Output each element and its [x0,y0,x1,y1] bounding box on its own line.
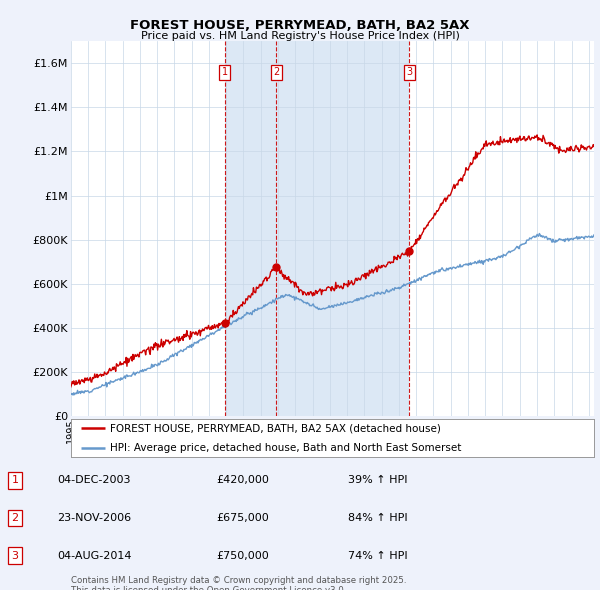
Text: 1: 1 [222,67,228,77]
Text: 04-DEC-2003: 04-DEC-2003 [57,476,131,485]
Text: 39% ↑ HPI: 39% ↑ HPI [348,476,407,485]
Text: HPI: Average price, detached house, Bath and North East Somerset: HPI: Average price, detached house, Bath… [110,442,461,453]
Text: Contains HM Land Registry data © Crown copyright and database right 2025.
This d: Contains HM Land Registry data © Crown c… [71,576,406,590]
Text: 23-NOV-2006: 23-NOV-2006 [57,513,131,523]
Text: 84% ↑ HPI: 84% ↑ HPI [348,513,407,523]
Text: 2: 2 [273,67,279,77]
Text: Price paid vs. HM Land Registry's House Price Index (HPI): Price paid vs. HM Land Registry's House … [140,31,460,41]
Text: 74% ↑ HPI: 74% ↑ HPI [348,551,407,560]
Text: £420,000: £420,000 [216,476,269,485]
Text: £675,000: £675,000 [216,513,269,523]
Text: 2: 2 [11,513,19,523]
Text: 3: 3 [406,67,412,77]
Text: £750,000: £750,000 [216,551,269,560]
Text: 04-AUG-2014: 04-AUG-2014 [57,551,131,560]
Text: FOREST HOUSE, PERRYMEAD, BATH, BA2 5AX: FOREST HOUSE, PERRYMEAD, BATH, BA2 5AX [130,19,470,32]
Bar [225,41,276,416]
Bar [276,41,409,416]
Text: FOREST HOUSE, PERRYMEAD, BATH, BA2 5AX (detached house): FOREST HOUSE, PERRYMEAD, BATH, BA2 5AX (… [110,424,441,434]
Text: 3: 3 [11,551,19,560]
Text: 1: 1 [11,476,19,485]
